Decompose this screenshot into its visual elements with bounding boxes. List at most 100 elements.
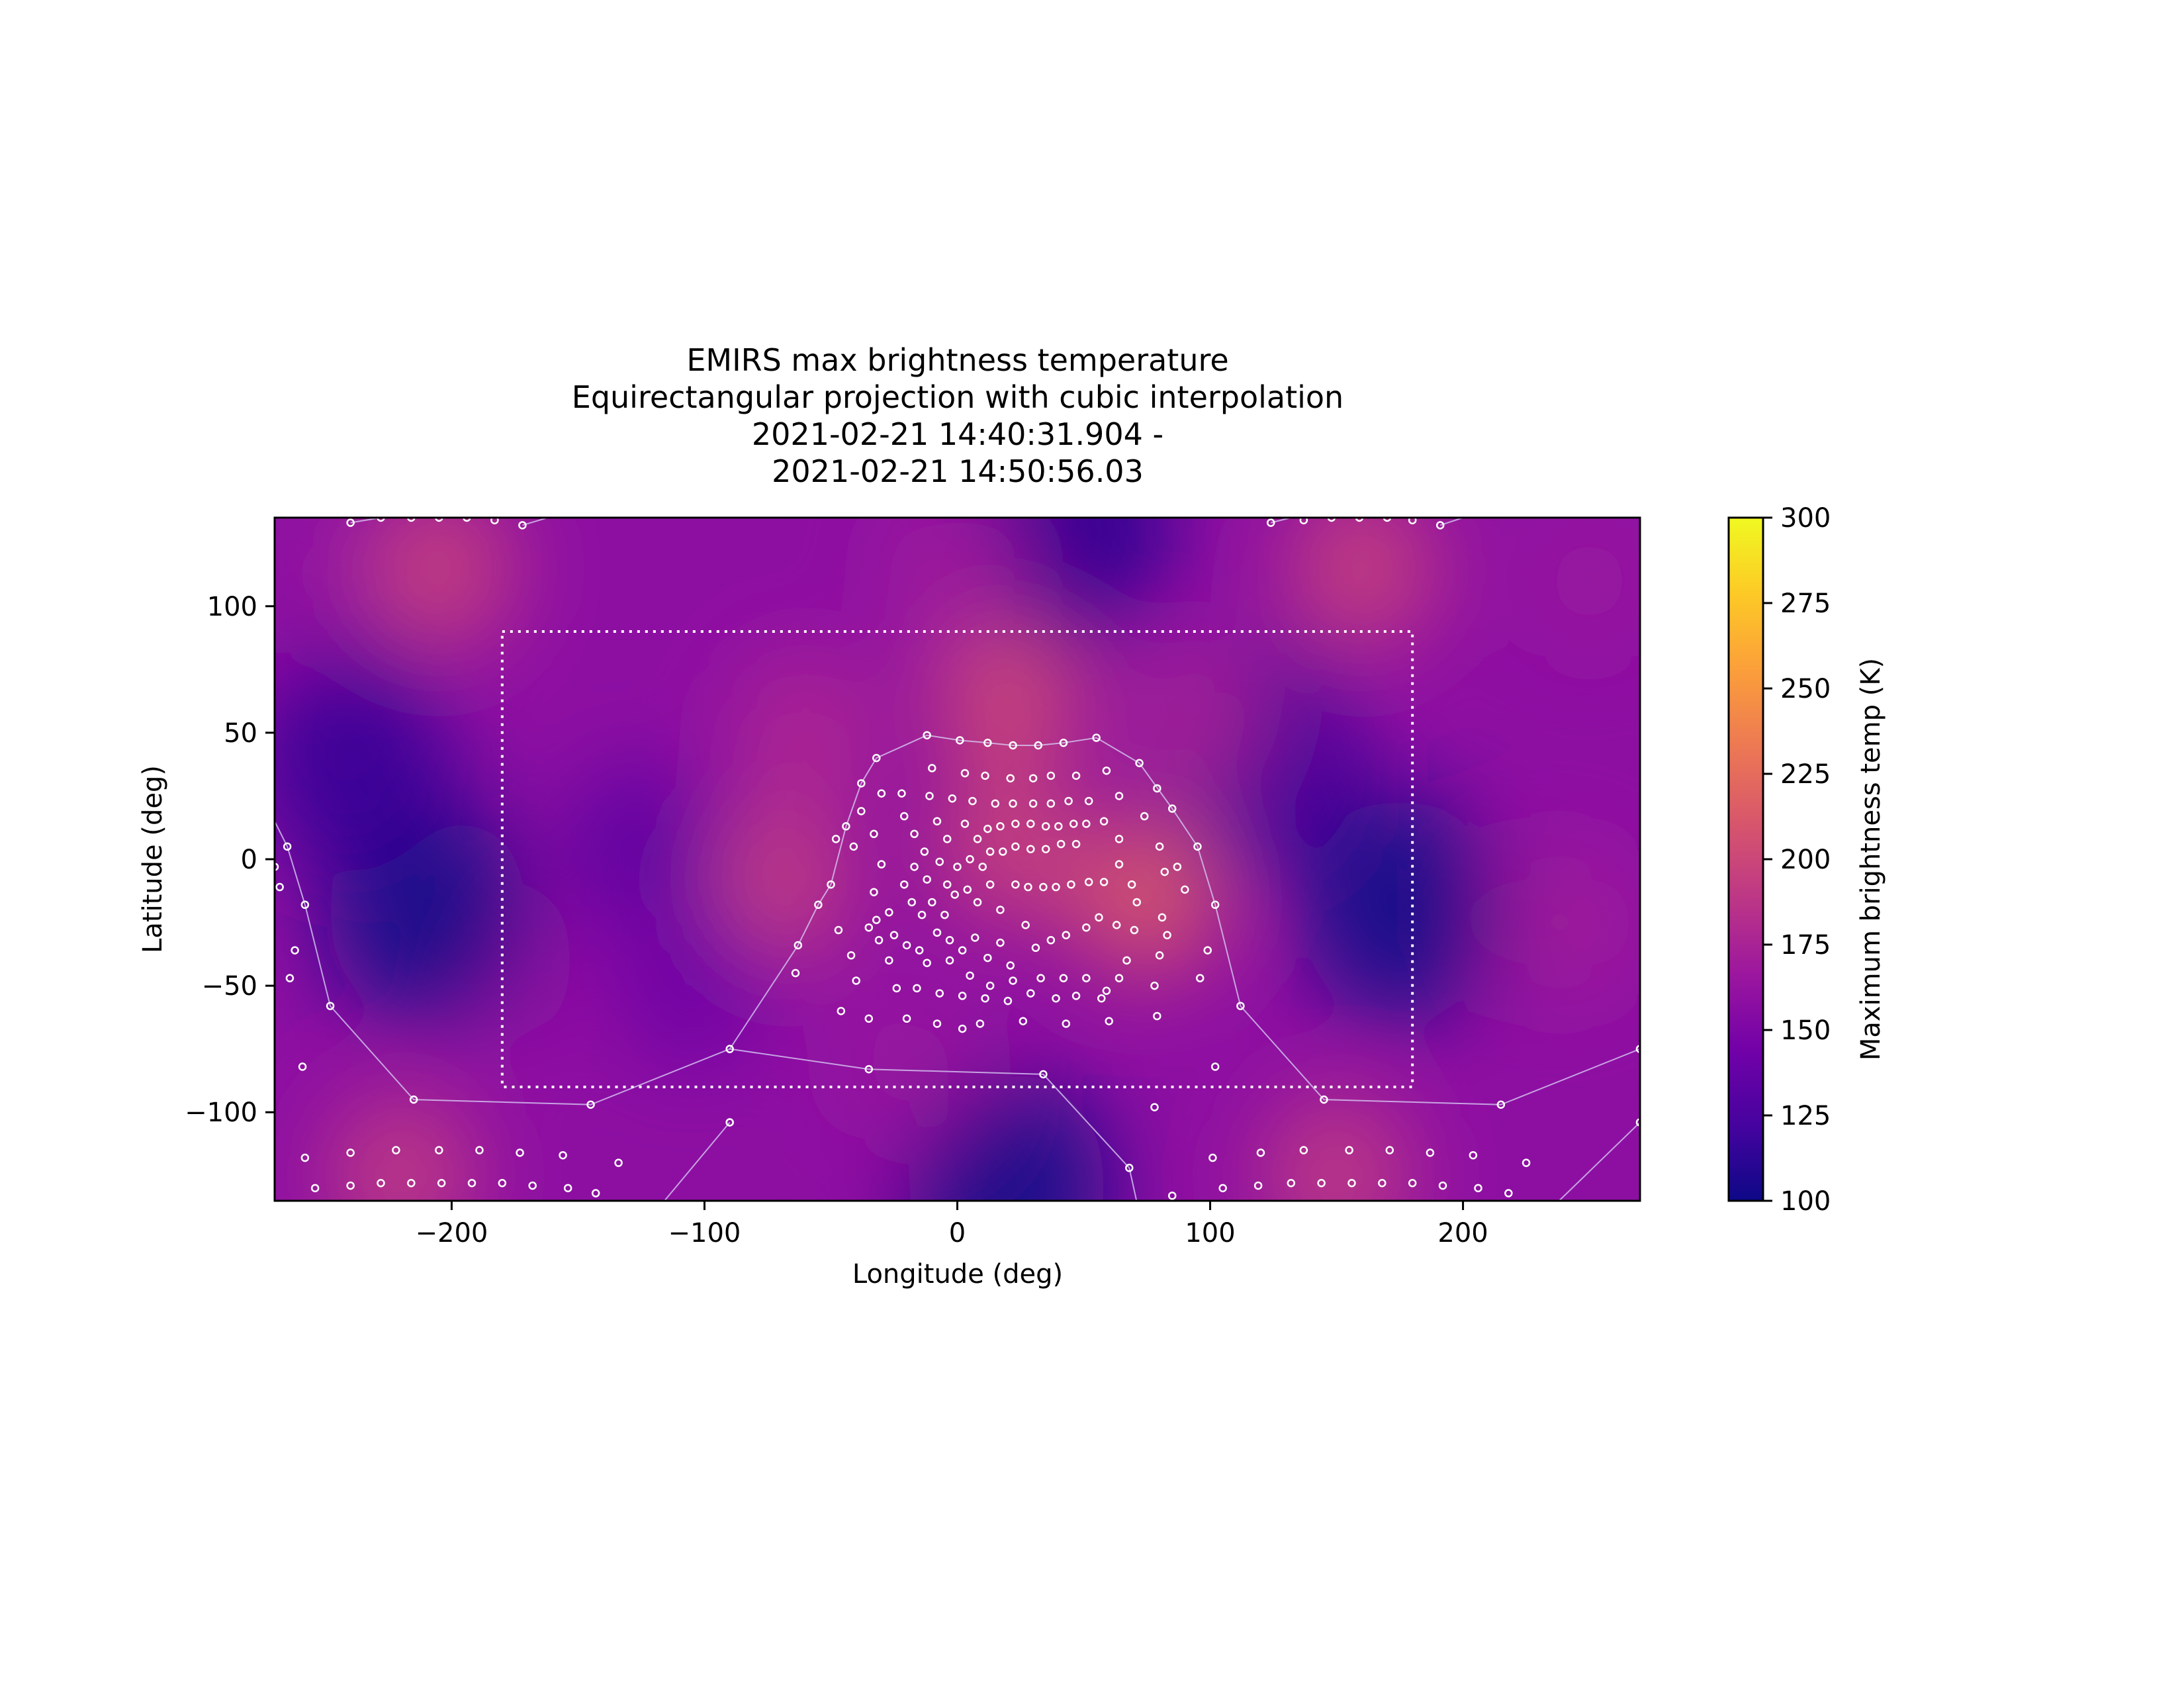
observation-point-95 <box>1122 956 1131 965</box>
heatmap-feature-18 <box>733 653 879 812</box>
observation-point-62 <box>976 1019 985 1028</box>
observation-point-203 <box>435 1146 443 1154</box>
heatmap-feature-23 <box>884 518 1030 648</box>
x-tick-label-2: 0 <box>949 1218 966 1248</box>
observation-point-230 <box>1347 1178 1356 1188</box>
observation-point-93 <box>1132 898 1141 907</box>
heatmap-feature-21 <box>1516 518 1640 661</box>
observation-point-36 <box>1167 1192 1177 1200</box>
observation-point-28 <box>275 882 284 892</box>
observation-point-193 <box>1266 518 1275 527</box>
observation-point-110 <box>983 824 992 833</box>
observation-point-107 <box>942 835 952 843</box>
observation-point-102 <box>892 984 901 993</box>
observation-point-94 <box>1130 925 1139 935</box>
observation-point-113 <box>1026 820 1035 828</box>
observation-point-125 <box>985 847 995 856</box>
observation-point-69 <box>1006 774 1015 782</box>
observation-point-188 <box>407 518 416 522</box>
observation-point-75 <box>1140 812 1149 821</box>
observation-point-104 <box>910 829 919 839</box>
observation-point-57 <box>852 976 860 985</box>
observation-point-105 <box>920 847 929 856</box>
observation-point-127 <box>1011 842 1020 851</box>
track-line-7 <box>522 518 548 526</box>
observation-point-178 <box>935 989 944 998</box>
observation-point-184 <box>1071 992 1081 1000</box>
heatmap-feature-6 <box>328 1096 474 1201</box>
observation-point-96 <box>870 829 878 839</box>
colorbar-tick-label-1: 125 <box>1780 1101 1831 1131</box>
observation-point-44 <box>1163 931 1171 939</box>
observation-point-19 <box>814 900 823 910</box>
observation-point-30 <box>285 974 295 982</box>
observation-point-119 <box>923 875 931 884</box>
observation-point-72 <box>1071 771 1081 780</box>
observation-point-168 <box>945 956 954 965</box>
heatmap-feature-0 <box>934 767 1081 926</box>
x-axis: −200 −100 0 100 200 <box>415 1201 1488 1248</box>
observation-point-2 <box>983 738 992 747</box>
observation-point-38 <box>1210 1062 1220 1071</box>
observation-point-200 <box>300 1153 310 1162</box>
observation-point-229 <box>1317 1178 1326 1188</box>
observation-point-23 <box>409 1095 418 1104</box>
observation-point-87 <box>1064 796 1073 806</box>
observation-point-41 <box>1181 885 1189 894</box>
observation-point-18 <box>827 880 835 889</box>
observation-point-77 <box>1160 867 1169 876</box>
observation-point-86 <box>1046 799 1056 808</box>
observation-point-9 <box>1193 842 1202 851</box>
heatmap-feature-11 <box>1300 797 1500 1023</box>
observation-point-155 <box>945 936 954 945</box>
observation-point-15 <box>872 753 881 763</box>
observation-point-182 <box>1026 989 1035 998</box>
observation-point-76 <box>1155 842 1164 851</box>
observation-point-222 <box>1385 1146 1394 1154</box>
observation-point-220 <box>1299 1146 1308 1154</box>
observation-point-152 <box>915 946 924 955</box>
title-line-1: EMIRS max brightness temperature <box>686 342 1228 378</box>
observation-point-169 <box>966 971 974 980</box>
observation-point-221 <box>1345 1146 1353 1154</box>
observation-point-123 <box>966 855 974 864</box>
observation-point-40 <box>1173 863 1182 871</box>
title-line-4: 2021-02-21 14:50:56.03 <box>772 453 1144 489</box>
observation-point-33 <box>864 1064 874 1074</box>
observation-point-195 <box>1327 518 1336 522</box>
observation-point-191 <box>490 518 499 525</box>
colorbar-tick-label-8: 300 <box>1780 503 1831 534</box>
colorbar-tick-label-3: 175 <box>1780 930 1831 961</box>
title-line-3: 2021-02-21 14:40:31.904 - <box>752 416 1163 452</box>
observation-point-118 <box>910 863 919 871</box>
colorbar-gradient <box>1727 516 1764 1202</box>
heatmap-feature-4 <box>366 518 512 648</box>
observation-point-236 <box>725 1118 734 1127</box>
observation-point-0 <box>923 731 931 739</box>
observation-point-213 <box>467 1178 477 1188</box>
observation-point-234 <box>1474 1184 1482 1193</box>
observation-point-8 <box>1167 804 1177 813</box>
track-line-1 <box>275 734 928 1105</box>
track-line-0 <box>927 734 1640 1105</box>
observation-point-237 <box>1635 1118 1640 1127</box>
observation-point-150 <box>889 931 899 939</box>
observation-point-24 <box>326 1002 335 1010</box>
observation-point-60 <box>933 1019 942 1028</box>
heatmap-feature-20 <box>834 982 980 1141</box>
observation-point-122 <box>953 863 962 871</box>
observation-point-27 <box>275 863 279 871</box>
observation-point-173 <box>1059 974 1068 982</box>
observation-point-196 <box>1355 518 1364 522</box>
observation-point-166 <box>1095 913 1103 922</box>
observation-point-26 <box>283 842 292 851</box>
observation-point-162 <box>1031 943 1040 953</box>
observation-point-134 <box>917 910 927 919</box>
observation-point-49 <box>837 1007 846 1015</box>
heatmap-feature-2 <box>1074 818 1220 977</box>
observation-point-51 <box>877 789 886 798</box>
observation-point-10 <box>1210 900 1220 910</box>
observation-point-228 <box>1287 1178 1296 1188</box>
observation-point-175 <box>1102 986 1111 996</box>
observation-point-68 <box>981 771 989 780</box>
